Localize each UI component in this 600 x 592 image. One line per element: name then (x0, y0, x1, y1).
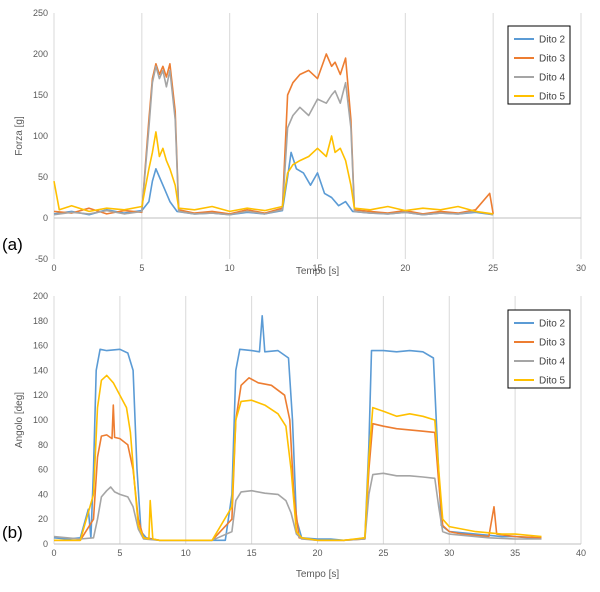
x-axis-label: Tempo [s] (296, 569, 340, 580)
y-tick-label-4: 80 (38, 440, 48, 450)
y-tick-label-0: -50 (35, 254, 48, 264)
x-tick-label-6: 30 (444, 548, 454, 558)
x-tick-label-7: 35 (510, 548, 520, 558)
y-axis-label: Angolo [deg] (14, 392, 25, 448)
y-tick-label-6: 120 (33, 390, 48, 400)
y-tick-label-3: 60 (38, 465, 48, 475)
x-tick-label-4: 20 (400, 263, 410, 273)
x-tick-label-0: 0 (51, 263, 56, 273)
y-tick-label-1: 0 (43, 213, 48, 223)
legend-label-3: Dito 5 (539, 376, 566, 387)
legend-label-0: Dito 2 (539, 35, 566, 46)
legend-label-1: Dito 3 (539, 338, 566, 349)
y-tick-label-5: 100 (33, 415, 48, 425)
x-tick-label-4: 20 (312, 548, 322, 558)
x-tick-label-5: 25 (378, 548, 388, 558)
y-tick-label-1: 20 (38, 514, 48, 524)
y-tick-label-7: 140 (33, 365, 48, 375)
y-tick-label-0: 0 (43, 539, 48, 549)
x-tick-label-8: 40 (576, 548, 586, 558)
series-line-dito-2 (53, 151, 494, 216)
series-line-dito-3 (54, 376, 542, 542)
series-line-dito-5 (53, 131, 494, 215)
series-line-dito-3 (53, 53, 494, 215)
x-tick-label-1: 5 (139, 263, 144, 273)
legend-label-1: Dito 3 (539, 54, 566, 65)
legend-label-2: Dito 4 (539, 73, 566, 84)
y-axis-label: Forza [g] (14, 116, 25, 156)
x-tick-label-0: 0 (51, 548, 56, 558)
panel-label-b: (b) (2, 523, 23, 542)
x-tick-label-3: 15 (312, 263, 322, 273)
series-line-dito-5 (54, 374, 542, 542)
legend-label-2: Dito 4 (539, 357, 566, 368)
legend-label-3: Dito 5 (539, 92, 566, 103)
y-tick-label-2: 40 (38, 489, 48, 499)
y-tick-label-2: 50 (38, 172, 48, 182)
x-tick-label-2: 10 (181, 548, 191, 558)
y-tick-label-4: 150 (33, 90, 48, 100)
x-tick-label-6: 30 (576, 263, 586, 273)
x-tick-label-1: 5 (117, 548, 122, 558)
y-tick-label-10: 200 (33, 291, 48, 301)
y-tick-label-9: 180 (33, 316, 48, 326)
series-line-dito-2 (53, 314, 542, 542)
series-line-dito-4 (53, 472, 542, 542)
legend-label-0: Dito 2 (539, 319, 566, 330)
series-line-dito-4 (53, 65, 494, 216)
y-tick-label-3: 100 (33, 131, 48, 141)
y-tick-label-8: 160 (33, 341, 48, 351)
chart-b: 0 5 10 15 20 25 30 35 40 0 20 40 60 80 100 120 140 160 180… (14, 291, 586, 580)
y-tick-label-5: 200 (33, 49, 48, 59)
x-tick-label-2: 10 (225, 263, 235, 273)
x-tick-label-5: 25 (488, 263, 498, 273)
y-tick-label-6: 250 (33, 8, 48, 18)
x-tick-label-3: 15 (247, 548, 257, 558)
x-axis-label: Tempo [s] (296, 266, 340, 277)
panel-label-a: (a) (2, 235, 23, 254)
